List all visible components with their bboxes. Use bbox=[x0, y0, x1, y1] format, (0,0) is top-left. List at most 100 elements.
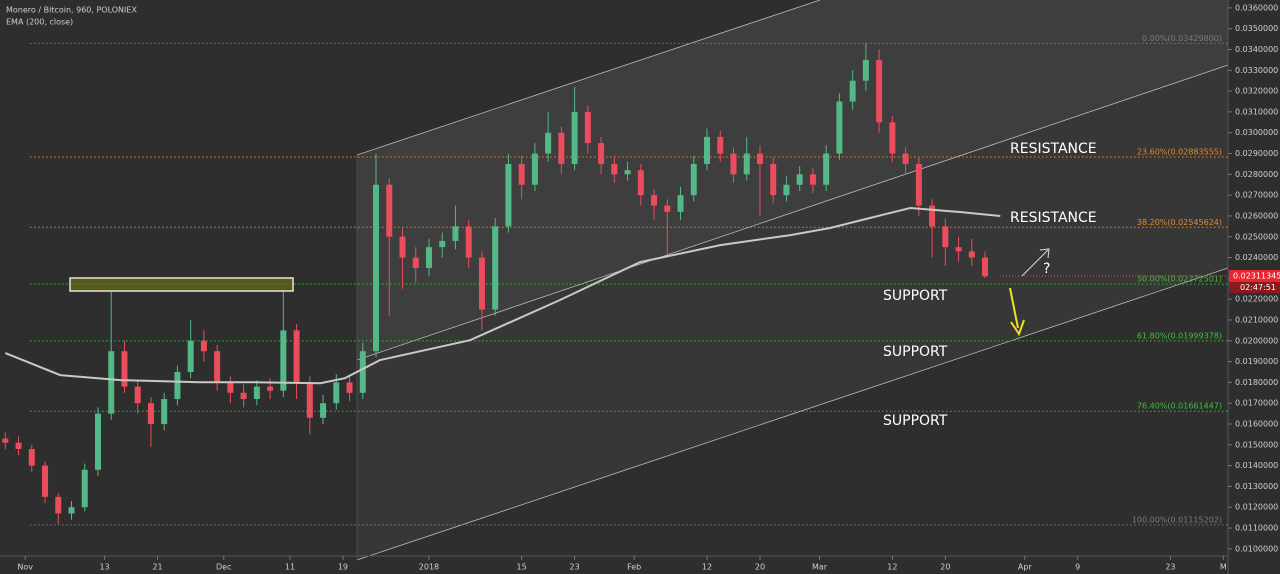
candle-body bbox=[756, 153, 763, 164]
candle-body bbox=[796, 174, 803, 185]
y-tick-label: 0.0160000 bbox=[1235, 419, 1278, 428]
y-tick-label: 0.0140000 bbox=[1235, 461, 1278, 470]
candle-body bbox=[836, 101, 843, 154]
y-tick-label: 0.0340000 bbox=[1235, 45, 1278, 54]
candle-body bbox=[478, 257, 485, 310]
y-tick-label: 0.0280000 bbox=[1235, 170, 1278, 179]
y-tick-label: 0.0300000 bbox=[1235, 128, 1278, 137]
x-tick-label: Nov bbox=[17, 563, 33, 572]
candle-body bbox=[68, 507, 75, 514]
candle-body bbox=[28, 448, 35, 466]
x-tick-label: 21 bbox=[152, 563, 162, 572]
fib-label: 50.00%(0.02272501) bbox=[1137, 275, 1222, 284]
y-tick-label: 0.0270000 bbox=[1235, 191, 1278, 200]
fib-label: 61.80%(0.01999378) bbox=[1137, 331, 1222, 340]
candle-body bbox=[425, 247, 432, 268]
x-tick-label: 20 bbox=[940, 563, 950, 572]
y-tick-label: 0.0190000 bbox=[1235, 357, 1278, 366]
candle-body bbox=[929, 205, 936, 227]
ema-line bbox=[4, 206, 1001, 385]
candle-body bbox=[902, 153, 909, 164]
fib-label: 38.20%(0.02545624) bbox=[1137, 218, 1222, 227]
x-tick-label: 15 bbox=[517, 563, 527, 572]
candle-body bbox=[637, 170, 644, 196]
x-tick-label: Mar bbox=[812, 563, 828, 572]
candle-body bbox=[690, 163, 697, 196]
candle-body bbox=[651, 195, 658, 206]
candle-body bbox=[147, 403, 154, 424]
x-tick-label: M bbox=[1220, 563, 1227, 572]
y-tick-label: 0.0290000 bbox=[1235, 149, 1278, 158]
arrow-head bbox=[1039, 248, 1050, 259]
annotation: SUPPORT bbox=[883, 288, 948, 304]
channel-line bbox=[356, 0, 821, 156]
x-tick-label: Apr bbox=[1018, 563, 1033, 572]
indicator-label: EMA (200, close) bbox=[6, 18, 73, 27]
candle-body bbox=[876, 59, 883, 123]
channel-line bbox=[356, 267, 1229, 561]
y-tick-label: 0.0150000 bbox=[1235, 440, 1278, 449]
last-price-tag bbox=[1229, 270, 1280, 283]
candle-body bbox=[465, 226, 472, 258]
y-tick-label: 0.0180000 bbox=[1235, 378, 1278, 387]
annotation: RESISTANCE bbox=[1010, 210, 1097, 226]
candle-body bbox=[359, 351, 366, 393]
candle-body bbox=[320, 403, 327, 418]
candle-body bbox=[505, 163, 512, 227]
channel-line bbox=[356, 64, 1229, 361]
candle-body bbox=[531, 153, 538, 185]
candle-body bbox=[386, 184, 393, 237]
last-price-label: 0.02311345 bbox=[1233, 272, 1280, 281]
x-tick-label: 12 bbox=[887, 563, 897, 572]
fib-label: 100.00%(0.01115202) bbox=[1132, 515, 1222, 524]
y-tick-label: 0.0330000 bbox=[1235, 66, 1278, 75]
candle-body bbox=[346, 382, 353, 393]
y-tick-label: 0.0130000 bbox=[1235, 482, 1278, 491]
candle-body bbox=[783, 184, 790, 196]
candle-body bbox=[42, 465, 49, 497]
y-tick-label: 0.0100000 bbox=[1235, 544, 1278, 553]
countdown-tag bbox=[1229, 282, 1280, 294]
x-tick-label: Feb bbox=[627, 563, 641, 572]
fib-label: 76.40%(0.01661447) bbox=[1137, 402, 1222, 411]
candle-body bbox=[584, 111, 591, 144]
fib-label: 0.00%(0.03429800) bbox=[1142, 34, 1222, 43]
annotation: ? bbox=[1043, 261, 1050, 277]
candle-body bbox=[704, 136, 711, 164]
y-tick-label: 0.0250000 bbox=[1235, 232, 1278, 241]
candle-body bbox=[492, 226, 499, 310]
y-tick-label: 0.0320000 bbox=[1235, 87, 1278, 96]
annotation: SUPPORT bbox=[883, 413, 948, 429]
candle-body bbox=[955, 247, 962, 252]
x-tick-label: 19 bbox=[338, 563, 348, 572]
candle-body bbox=[174, 371, 181, 400]
candle-body bbox=[571, 111, 578, 164]
candle-body bbox=[849, 80, 856, 102]
candle-body bbox=[240, 392, 247, 400]
y-tick-label: 0.0360000 bbox=[1235, 3, 1278, 12]
candle-body bbox=[982, 257, 989, 277]
candle-body bbox=[267, 386, 274, 391]
candle-body bbox=[293, 330, 300, 383]
y-tick-label: 0.0260000 bbox=[1235, 211, 1278, 220]
candle-body bbox=[412, 257, 419, 268]
candle-body bbox=[743, 153, 750, 175]
y-tick-label: 0.0310000 bbox=[1235, 107, 1278, 116]
x-tick-label: 20 bbox=[755, 563, 765, 572]
candle-body bbox=[915, 163, 922, 206]
arrow-head bbox=[1010, 319, 1025, 337]
candle-body bbox=[227, 382, 234, 393]
candle-body bbox=[2, 438, 9, 443]
candle-body bbox=[253, 386, 260, 400]
y-tick-label: 0.0120000 bbox=[1235, 503, 1278, 512]
candle-body bbox=[889, 122, 896, 154]
candle-body bbox=[108, 351, 115, 414]
x-tick-label: 2018 bbox=[419, 563, 439, 572]
candle-body bbox=[664, 205, 671, 212]
candle-body bbox=[452, 226, 459, 241]
candle-body bbox=[558, 132, 565, 164]
x-tick-label: 23 bbox=[570, 563, 580, 572]
candle-body bbox=[809, 174, 816, 185]
y-tick-label: 0.0240000 bbox=[1235, 253, 1278, 262]
